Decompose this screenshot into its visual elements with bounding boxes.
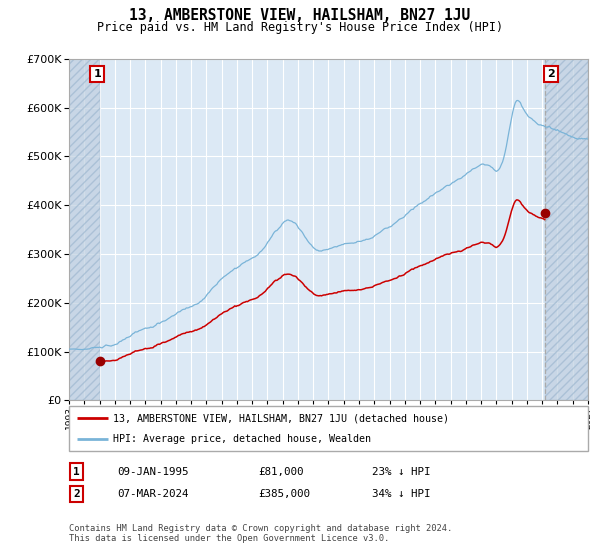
Text: 1: 1 (93, 69, 101, 79)
Text: Contains HM Land Registry data © Crown copyright and database right 2024.
This d: Contains HM Land Registry data © Crown c… (69, 524, 452, 543)
Text: £81,000: £81,000 (258, 466, 304, 477)
Text: 2: 2 (547, 69, 555, 79)
Text: 07-MAR-2024: 07-MAR-2024 (117, 489, 188, 499)
Text: 13, AMBERSTONE VIEW, HAILSHAM, BN27 1JU: 13, AMBERSTONE VIEW, HAILSHAM, BN27 1JU (130, 8, 470, 24)
FancyBboxPatch shape (69, 406, 588, 451)
Text: HPI: Average price, detached house, Wealden: HPI: Average price, detached house, Weal… (113, 433, 371, 444)
Text: 23% ↓ HPI: 23% ↓ HPI (372, 466, 431, 477)
Text: 1: 1 (73, 466, 80, 477)
Text: 2: 2 (73, 489, 80, 499)
Text: 09-JAN-1995: 09-JAN-1995 (117, 466, 188, 477)
Text: £385,000: £385,000 (258, 489, 310, 499)
Text: 13, AMBERSTONE VIEW, HAILSHAM, BN27 1JU (detached house): 13, AMBERSTONE VIEW, HAILSHAM, BN27 1JU … (113, 413, 449, 423)
Text: Price paid vs. HM Land Registry's House Price Index (HPI): Price paid vs. HM Land Registry's House … (97, 21, 503, 34)
Text: 34% ↓ HPI: 34% ↓ HPI (372, 489, 431, 499)
